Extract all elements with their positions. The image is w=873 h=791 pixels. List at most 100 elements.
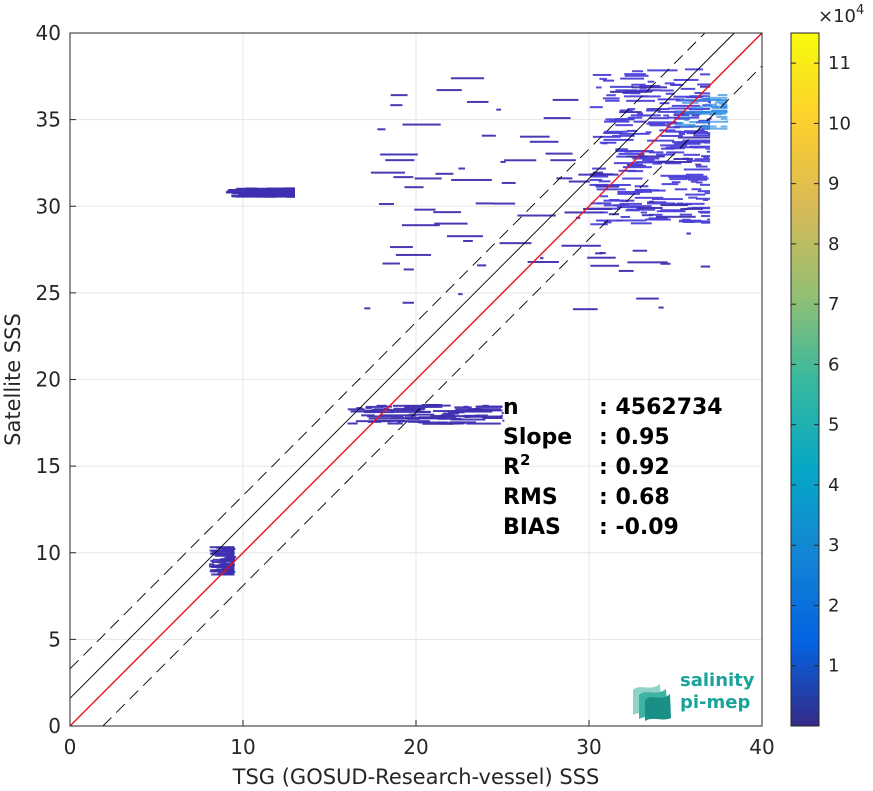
- density-streak: [678, 220, 708, 223]
- density-streak: [678, 130, 708, 133]
- density-streak: [647, 201, 667, 204]
- density-streak: [720, 125, 728, 128]
- density-streak: [632, 70, 644, 73]
- stats-box: n: 4562734 Slope: 0.95 R2: 0.92 RMS: 0.68 BI…: [503, 395, 723, 540]
- density-streak: [627, 261, 668, 264]
- density-streak: [603, 138, 634, 141]
- density-streak: [499, 242, 532, 245]
- density-streak: [367, 415, 404, 418]
- y-tick-label: 10: [36, 541, 61, 565]
- density-streak: [646, 122, 666, 125]
- density-streak: [283, 192, 295, 195]
- density-streak: [717, 94, 728, 97]
- density-streak: [350, 410, 386, 413]
- density-streak: [640, 211, 648, 214]
- density-streak: [226, 555, 235, 558]
- density-streak: [673, 142, 701, 145]
- density-streak: [660, 262, 671, 265]
- x-tick-label: 0: [64, 735, 77, 759]
- density-streak: [700, 221, 711, 224]
- density-streak: [616, 148, 628, 151]
- density-streak: [709, 117, 712, 120]
- colorbar-multiplier: ×104: [818, 3, 864, 27]
- density-streak: [665, 146, 686, 149]
- density-streak: [595, 252, 603, 255]
- density-streak: [647, 139, 675, 142]
- x-tick-label: 30: [576, 735, 601, 759]
- density-streak: [673, 158, 693, 161]
- identity-line: [69, 32, 735, 699]
- density-streak: [644, 90, 652, 93]
- stat-value: : 0.92: [599, 455, 670, 480]
- density-streak: [230, 573, 235, 576]
- density-streak: [231, 547, 235, 550]
- density-streak: [589, 106, 603, 109]
- density-streak: [226, 190, 231, 193]
- density-streak: [696, 197, 711, 200]
- density-streak: [231, 551, 235, 554]
- density-streak: [397, 420, 401, 423]
- colorbar-tick-label: 8: [828, 234, 839, 255]
- density-streak: [666, 151, 685, 154]
- density-streak: [387, 422, 403, 425]
- density-streak: [660, 204, 688, 207]
- density-streak: [616, 219, 647, 222]
- density-streak: [502, 419, 505, 422]
- density-streak: [701, 160, 711, 163]
- density-streak: [677, 136, 711, 139]
- density-streak: [564, 211, 604, 214]
- density-streak: [696, 181, 703, 184]
- density-streak: [543, 117, 571, 120]
- density-streak: [647, 80, 655, 83]
- density-streak: [619, 132, 650, 135]
- density-streak: [639, 84, 661, 87]
- density-streak: [587, 256, 616, 259]
- density-streak: [686, 116, 699, 119]
- density-streak: [657, 110, 681, 113]
- density-streak: [221, 553, 235, 556]
- density-streak: [673, 113, 684, 116]
- density-streak: [414, 420, 425, 423]
- density-streak: [696, 165, 708, 168]
- density-streak: [686, 132, 711, 135]
- density-streak: [692, 107, 703, 110]
- density-streak: [613, 204, 625, 207]
- density-streak: [618, 169, 637, 172]
- density-streak: [682, 139, 711, 142]
- density-streak: [699, 85, 711, 88]
- density-streak: [222, 568, 235, 571]
- density-streak: [615, 89, 629, 92]
- density-streak: [465, 415, 471, 418]
- density-streak: [407, 417, 420, 420]
- x-tick-label: 40: [749, 735, 774, 759]
- density-streak: [211, 550, 228, 553]
- density-streak: [598, 180, 611, 183]
- density-streak: [458, 293, 463, 296]
- density-streak: [414, 208, 436, 211]
- density-streak: [689, 145, 711, 148]
- density-streak: [496, 108, 502, 111]
- density-streak: [404, 186, 424, 189]
- density-streak: [633, 190, 653, 193]
- density-streak: [649, 124, 670, 127]
- density-streak: [694, 158, 711, 161]
- reference-lines: [69, 32, 763, 727]
- density-streak: [454, 406, 472, 409]
- density-streak: [475, 414, 488, 417]
- density-streak: [407, 405, 429, 408]
- density-streak: [690, 180, 698, 183]
- density-streak: [630, 222, 652, 225]
- density-streak: [229, 558, 235, 561]
- density-streak: [652, 162, 663, 165]
- density-streak: [228, 189, 238, 192]
- density-streak: [700, 265, 711, 268]
- density-streak: [677, 121, 684, 124]
- density-streak: [433, 211, 461, 214]
- density-streak: [589, 178, 603, 181]
- density-streak: [418, 421, 448, 424]
- density-streak: [450, 418, 486, 421]
- stat-label: n: [503, 395, 519, 420]
- density-streak: [704, 141, 711, 144]
- density-streak: [700, 155, 711, 158]
